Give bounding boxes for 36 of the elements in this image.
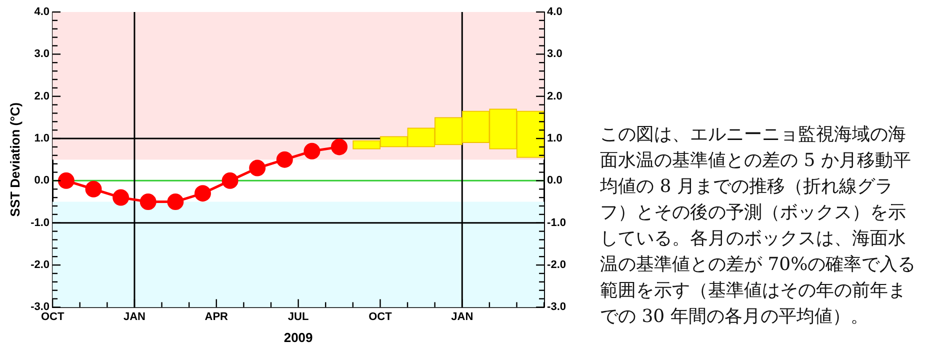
y-tick-label: -3.0 [30,301,50,314]
y2-tick-label: 4.0 [547,6,562,18]
x-tick-label: JAN [451,310,474,323]
y2-tick-label: 1.0 [547,132,562,145]
point [140,194,156,210]
y2-tick-label: 3.0 [547,48,562,60]
y-axis-title: SST Deviation (°C) [7,102,22,217]
y2-tick-label: 0.0 [547,174,562,187]
y2-tick-label: -3.0 [547,301,566,314]
point [85,180,102,198]
y-tick-label: -2.0 [30,259,50,272]
x-axis-title: 2009 [284,330,313,345]
point [276,151,293,168]
point [112,189,130,206]
point [249,160,266,176]
point [194,185,211,202]
y2-tick-label: 2.0 [547,90,562,102]
point [167,194,184,210]
x-tick-label: JUL [288,310,309,323]
point [58,172,74,189]
x-tick-label: OCT [40,310,64,323]
y-tick-label: 3.0 [34,48,50,60]
y-tick-label: 4.0 [34,6,50,18]
y2-tick-label: -2.0 [547,259,566,272]
point [304,142,320,160]
x-tick-label: JAN [123,310,146,323]
y-tick-label: 1.0 [34,132,50,145]
point [222,172,238,189]
y2-tick-label: -1.0 [547,216,566,229]
y-tick-label: 0.0 [34,174,50,187]
y-tick-label: 2.0 [34,90,50,102]
text: この図は、エルニーニョ監視海域の海面水温の基準値との差の 5 か月移動平均値の 8 月までの推移（折れ線グラフ）とその後の予測（ボックス）を示している。各月のボックスは、海面水温の基準値との差が 70%の確率で入る範囲を示す（基準値はその年の前年までの 30 年間の各月の平均値）。 [600,123,917,329]
point [331,138,348,156]
y-tick-label: -1.0 [30,216,50,229]
x-tick-label: APR [204,310,228,323]
x-tick-label: OCT [368,310,392,323]
